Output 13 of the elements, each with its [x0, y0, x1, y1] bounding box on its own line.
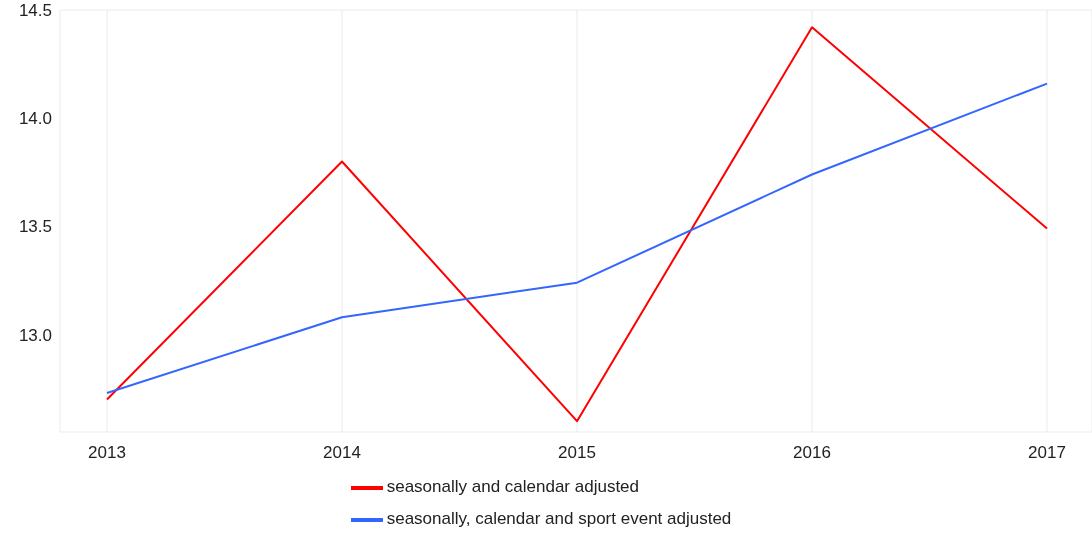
line-series: [106, 26, 1048, 423]
y-tick-label: 13.0: [18, 325, 52, 345]
legend-label: seasonally, calendar and sport event adjusted: [386, 509, 732, 529]
y-tick-label: 14.0: [18, 109, 52, 129]
line-series: [106, 82, 1048, 395]
legend-label: seasonally and calendar adjusted: [386, 477, 640, 497]
y-tick-label: 13.5: [18, 217, 52, 237]
x-tick-label: 2013: [88, 443, 126, 463]
x-tick-label: 2017: [1028, 443, 1066, 463]
x-tick-label: 2014: [323, 443, 361, 463]
y-tick-label: 14.5: [18, 1, 52, 21]
x-tick-label: 2015: [558, 443, 596, 463]
x-tick-label: 2016: [793, 443, 831, 463]
